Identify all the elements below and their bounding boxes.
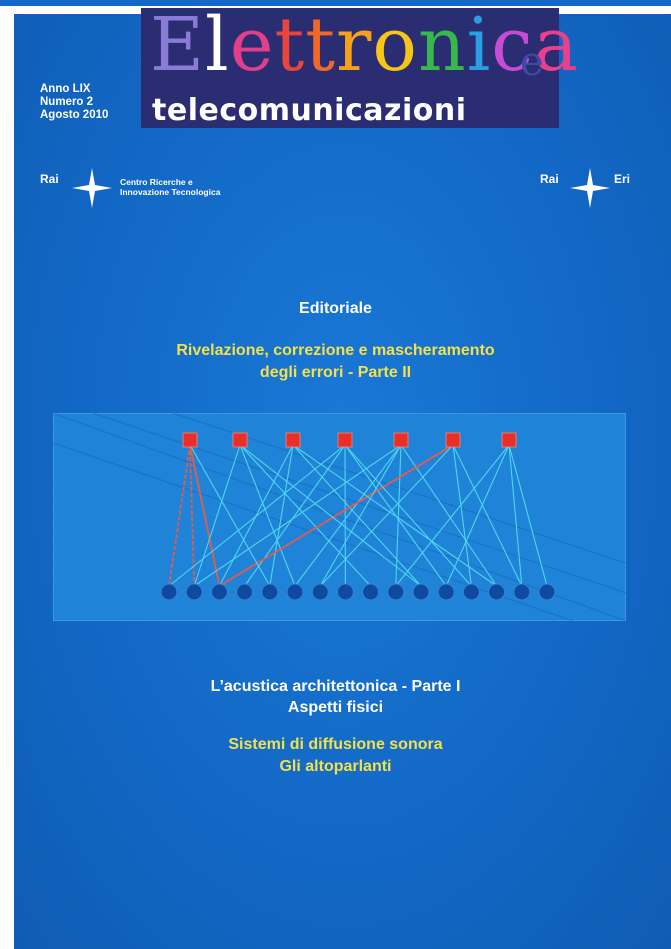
edge [294,444,402,587]
edge [508,444,523,587]
edge [239,444,296,587]
edge [193,444,402,587]
magazine-title-suffix: e [520,39,544,85]
title-letter: e [229,2,275,88]
check-node [182,432,198,448]
highlighted-edge [218,444,454,587]
issue-date: Agosto 2010 [40,109,109,121]
article-1-line-2: degli errori - Parte II [259,364,412,381]
issue-year: Anno LIX [40,83,91,95]
issue-info: Anno LIX Numero 2 Agosto 2010 [40,83,108,122]
edge [292,444,497,587]
edge [244,444,346,587]
title-letter: n [417,2,467,88]
article-1-title: Rivelazione, correzione e mascheramento … [0,340,671,384]
title-letter: t [305,2,336,88]
variable-node [387,583,405,601]
variable-node [185,583,203,601]
edge [508,444,548,587]
title-letter: l [205,2,230,88]
rai-brand-right: Rai [540,172,559,186]
magazine-title: Elettronica [150,2,579,88]
edge [395,444,402,587]
variable-node [538,583,556,601]
title-letter: t [274,2,306,88]
variable-node [437,583,455,601]
title-letter: r [336,2,373,88]
title-letter: o [372,2,418,88]
edge [445,444,510,587]
article-2-title: L’acustica architettonica - Parte I Aspe… [0,676,671,718]
rai-star-icon [570,168,610,208]
article-2-line-2: Aspetti fisici [287,699,384,716]
variable-node [362,583,380,601]
top-border [0,0,671,6]
check-node [445,432,461,448]
edge [269,444,294,587]
title-letter: i [466,2,492,88]
variable-node [462,583,480,601]
edge [168,444,346,587]
title-letter: c [491,2,534,88]
article-1-line-1: Rivelazione, correzione e mascheramento [176,342,495,359]
edge [319,444,454,587]
variable-node [286,583,304,601]
diagonal-line [53,413,626,621]
check-node [501,432,517,448]
rai-star-icon [72,168,112,208]
edge [189,444,271,587]
edge [319,444,402,587]
check-node [337,432,353,448]
masthead-title-panel [141,8,559,94]
rai-caption: Centro Ricerche e Innovazione Tecnologic… [120,177,220,197]
issue-number: Numero 2 [40,96,94,108]
variable-node [261,583,279,601]
edge [400,444,498,587]
masthead-subtitle-panel [141,94,559,128]
article-3-line-1: Sistemi di diffusione sonora [228,736,443,753]
check-node [393,432,409,448]
magazine-subtitle: telecomunicazioni [152,93,467,128]
rai-brand-left: Rai [40,172,59,186]
editorial-label: Editoriale [299,300,372,317]
variable-node [236,583,254,601]
highlighted-edge [189,444,196,587]
edge [292,444,422,587]
rai-caption-line-2: Innovazione Tecnologica [120,187,221,197]
variable-node [210,583,228,601]
title-letter: a [533,2,579,88]
edge [193,444,241,587]
diagonal-line [53,442,574,621]
highlighted-edge [189,444,221,587]
eri-brand: Eri [614,172,631,186]
variable-node [488,583,506,601]
variable-node [412,583,430,601]
diagonal-line [92,413,626,594]
article-3-line-2: Gli altoparlanti [279,758,392,775]
tanner-graph-illustration [53,413,626,621]
title-letter: E [150,2,206,88]
rai-caption-line-1: Centro Ricerche e [120,177,193,187]
edge [395,444,510,587]
edge [239,444,422,587]
article-3-title: Sistemi di diffusione sonora Gli altopar… [0,734,671,778]
variable-node [311,583,329,601]
article-2-line-1: L’acustica architettonica - Parte I [210,678,461,695]
variable-node [513,583,531,601]
edge [239,444,372,587]
edge [452,444,472,587]
check-node [285,432,301,448]
edge [452,444,523,587]
variable-node [336,583,354,601]
check-node [232,432,248,448]
variable-node [160,583,178,601]
